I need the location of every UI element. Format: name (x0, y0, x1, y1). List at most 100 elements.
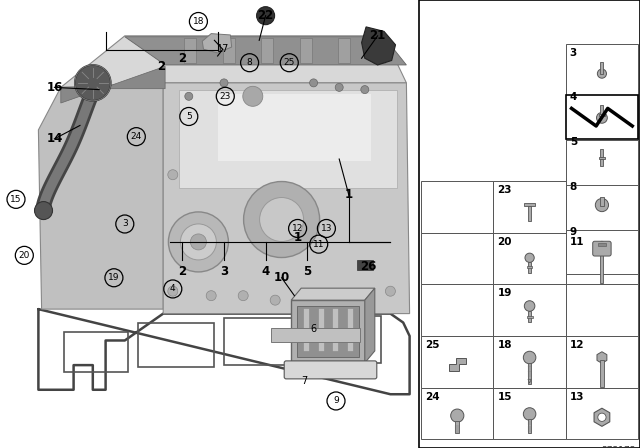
Text: 3: 3 (220, 265, 228, 278)
Circle shape (168, 286, 178, 296)
Bar (64, 332, 128, 372)
Bar (566, 336, 638, 388)
Text: 8: 8 (570, 182, 577, 192)
Bar (566, 181, 638, 233)
Bar (528, 363, 531, 384)
Circle shape (597, 69, 607, 78)
Text: 2: 2 (157, 60, 165, 73)
Bar (600, 150, 604, 157)
Text: 18: 18 (497, 340, 512, 350)
Text: 9: 9 (570, 227, 577, 237)
Circle shape (310, 79, 317, 87)
Circle shape (180, 224, 216, 260)
Text: 23: 23 (497, 185, 512, 195)
Text: 1: 1 (345, 188, 353, 202)
Text: 12: 12 (570, 340, 584, 350)
Bar (357, 260, 373, 270)
Text: 10: 10 (273, 271, 290, 284)
Circle shape (308, 295, 319, 305)
Circle shape (257, 7, 275, 25)
Bar (566, 95, 638, 139)
Text: 23: 23 (220, 92, 231, 101)
Bar (599, 114, 605, 116)
Bar (373, 38, 385, 63)
Bar (566, 223, 638, 274)
Circle shape (260, 198, 303, 241)
Text: 21: 21 (369, 29, 386, 43)
Bar (421, 181, 493, 233)
Bar (493, 336, 566, 388)
Text: 14: 14 (46, 132, 63, 146)
Polygon shape (449, 358, 465, 370)
Text: 19: 19 (108, 273, 120, 282)
Bar (566, 89, 638, 140)
Text: 5: 5 (570, 137, 577, 147)
Bar (598, 243, 605, 246)
Polygon shape (218, 94, 371, 161)
Circle shape (168, 170, 178, 180)
Text: 13: 13 (570, 392, 584, 401)
Bar (566, 134, 638, 185)
FancyBboxPatch shape (593, 241, 611, 256)
Text: 20: 20 (497, 237, 512, 247)
Bar (421, 336, 493, 388)
Bar (184, 38, 196, 63)
Bar (524, 203, 536, 206)
Bar (566, 284, 638, 336)
Text: 5: 5 (186, 112, 191, 121)
Bar (317, 308, 324, 351)
Bar (528, 206, 531, 221)
Text: 8: 8 (247, 58, 252, 67)
Bar (528, 311, 531, 323)
Bar (347, 308, 353, 351)
Bar (529, 262, 531, 273)
Circle shape (191, 234, 206, 250)
Circle shape (206, 291, 216, 301)
Polygon shape (597, 352, 607, 363)
Text: 24: 24 (131, 132, 142, 141)
Polygon shape (202, 34, 232, 53)
Bar (421, 388, 493, 439)
Bar (303, 308, 309, 351)
Bar (261, 38, 273, 63)
Bar (224, 318, 301, 365)
Circle shape (524, 301, 535, 311)
Circle shape (75, 65, 111, 101)
Bar (600, 62, 604, 74)
Polygon shape (61, 36, 406, 87)
Bar (600, 197, 604, 206)
Text: 25: 25 (425, 340, 440, 350)
Circle shape (244, 181, 319, 258)
Bar (566, 233, 638, 284)
Bar (566, 388, 638, 439)
Text: 15: 15 (10, 195, 22, 204)
Circle shape (238, 291, 248, 301)
Text: 4: 4 (262, 265, 269, 278)
Text: 1: 1 (294, 231, 301, 244)
Circle shape (185, 92, 193, 100)
Bar (566, 43, 638, 95)
Circle shape (595, 198, 609, 211)
Bar (493, 233, 566, 284)
Circle shape (525, 253, 534, 263)
Polygon shape (291, 288, 375, 300)
Text: 26: 26 (360, 260, 376, 273)
Text: 12: 12 (292, 224, 303, 233)
Circle shape (270, 295, 280, 305)
Circle shape (361, 86, 369, 94)
Polygon shape (528, 379, 531, 383)
Bar (493, 284, 566, 336)
Text: 16: 16 (46, 81, 63, 94)
Circle shape (335, 83, 343, 91)
Polygon shape (61, 66, 165, 103)
Text: 3: 3 (570, 47, 577, 58)
Bar (528, 419, 531, 433)
Text: 18: 18 (193, 17, 204, 26)
Text: 373173: 373173 (602, 446, 636, 448)
FancyBboxPatch shape (284, 361, 377, 379)
Text: 2: 2 (179, 265, 186, 278)
Bar (527, 266, 532, 268)
Polygon shape (365, 288, 375, 363)
Circle shape (243, 86, 263, 106)
Text: 24: 24 (425, 392, 440, 401)
